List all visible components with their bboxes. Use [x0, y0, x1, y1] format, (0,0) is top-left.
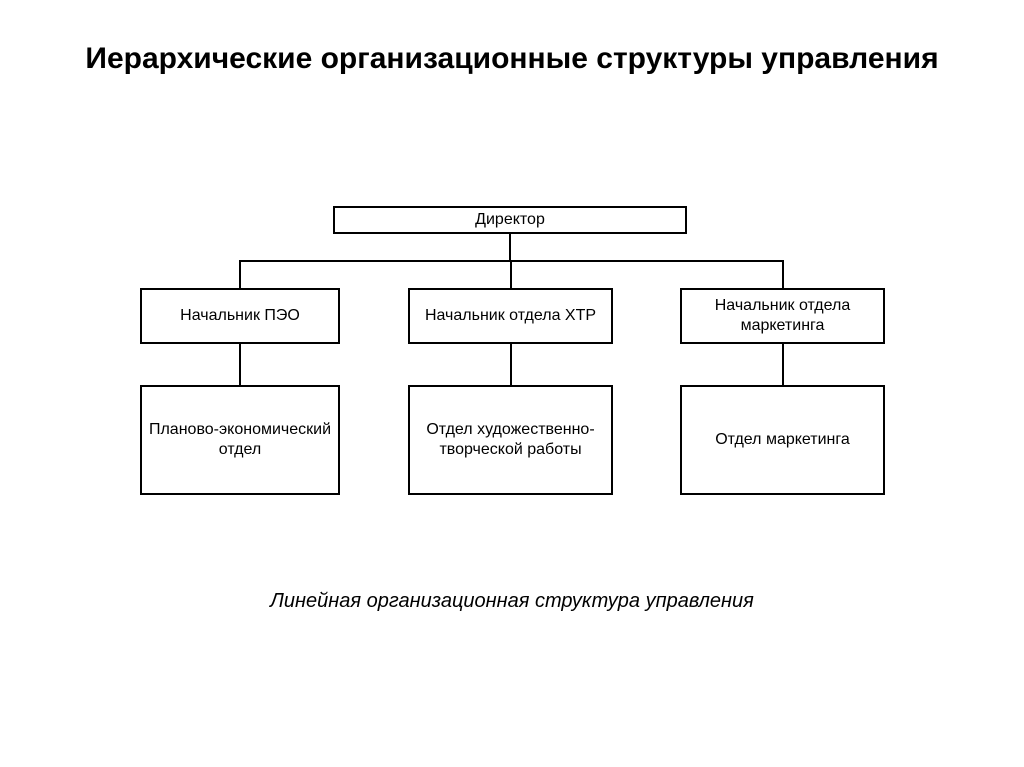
connector-line — [239, 260, 241, 288]
org-node-dept_peo: Планово-экономический отдел — [140, 385, 340, 495]
diagram-caption: Линейная организационная структура управ… — [0, 590, 1024, 613]
connector-line — [509, 234, 511, 260]
org-node-chief_htr: Начальник отдела ХТР — [408, 288, 613, 344]
page-title: Иерархические организационные структуры … — [0, 40, 1024, 78]
org-node-chief_marketing: Начальник отдела маркетинга — [680, 288, 885, 344]
org-node-director: Директор — [333, 206, 687, 234]
connector-line — [782, 344, 784, 385]
connector-line — [239, 344, 241, 385]
connector-line — [510, 260, 512, 288]
connector-line — [782, 260, 784, 288]
org-node-dept_htr: Отдел художественно-творческой работы — [408, 385, 613, 495]
org-node-dept_marketing: Отдел маркетинга — [680, 385, 885, 495]
org-node-chief_peo: Начальник ПЭО — [140, 288, 340, 344]
connector-line — [510, 344, 512, 385]
